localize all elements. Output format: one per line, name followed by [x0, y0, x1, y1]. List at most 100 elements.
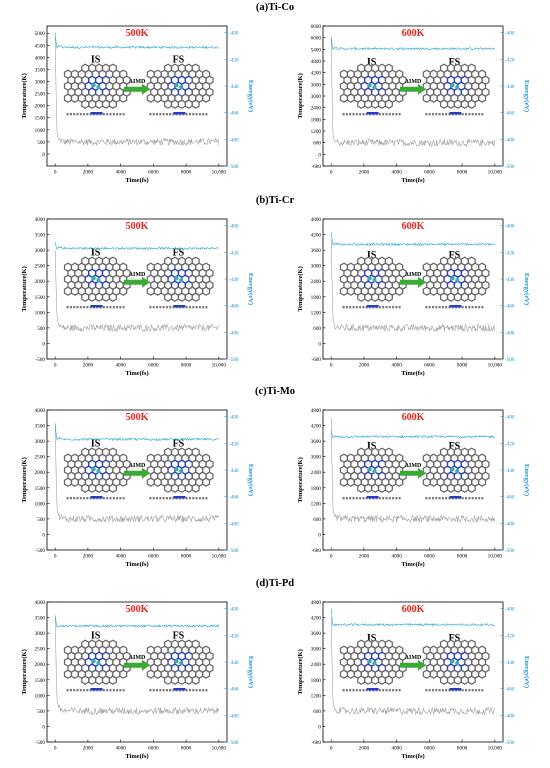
metal-atom — [367, 467, 372, 472]
lattice-ring — [460, 483, 469, 493]
lattice-ring — [170, 99, 180, 109]
y-tick-label: 3600 — [311, 631, 322, 637]
y-tick-label: 5400 — [311, 47, 322, 53]
lattice-ring — [163, 483, 173, 493]
lattice-ring — [119, 286, 128, 296]
y-axis-label: Temperature(K) — [21, 457, 28, 503]
plot-frame — [46, 218, 228, 360]
lattice-ring — [446, 675, 456, 685]
y2-axis-label: Energy(eV) — [247, 656, 254, 688]
lattice-ring — [184, 99, 193, 109]
y2-tick-label: -460 — [229, 495, 239, 501]
y2-axis-label: Energy(eV) — [523, 656, 530, 688]
temperature-series — [330, 37, 496, 148]
row-title: (c)Ti-Mo — [255, 386, 295, 397]
y-tick-label: 2400 — [311, 279, 322, 285]
fs-side-view — [148, 688, 209, 692]
arrow-label: AIMD — [129, 79, 146, 85]
structure-inset: IS FS AIMD — [63, 247, 214, 309]
lattice-ring — [439, 675, 449, 685]
is-structure — [339, 256, 407, 302]
row-title: (d)Ti-Pd — [256, 578, 294, 589]
x-tick-label: 8000 — [181, 554, 192, 560]
fs-side-view — [148, 111, 209, 116]
y-tick-label: 1500 — [35, 486, 46, 492]
metal-atom — [450, 276, 455, 281]
lattice-ring — [439, 483, 449, 493]
y2-tick-label: -460 — [229, 111, 239, 117]
lattice-ring — [467, 292, 476, 302]
lattice-ring — [191, 675, 200, 685]
x-tick-label: 0 — [54, 746, 57, 752]
lattice-ring — [364, 483, 373, 493]
structure-inset: IS FS AIMD — [339, 250, 490, 309]
y-tick-label: 1200 — [311, 693, 322, 699]
y-tick-label: 1500 — [35, 295, 46, 301]
lattice-ring — [467, 483, 476, 493]
x-tick-label: 10,000 — [212, 746, 227, 752]
y-tick-label: 500 — [37, 326, 45, 332]
inset-label-fs: FS — [173, 54, 185, 65]
temperature-series — [54, 425, 220, 524]
lattice-ring — [81, 292, 90, 302]
y2-axis-label: Energy(eV) — [523, 80, 530, 112]
lattice-ring — [395, 669, 404, 679]
chart-panel: 500K -500 0 500 1000 1500 2000 2500 3000 3500 4000… — [21, 600, 254, 760]
y-tick-label: 3000 — [311, 264, 322, 270]
y-tick-label: 2000 — [35, 104, 46, 110]
y2-tick-label: -400 — [229, 224, 239, 230]
lattice-ring — [422, 286, 431, 296]
y-tick-label: 2500 — [35, 264, 46, 270]
panel-title: 500K — [126, 604, 149, 615]
lattice-ring — [377, 675, 387, 685]
x-tick-label: 2000 — [83, 170, 94, 176]
is-structure — [339, 447, 407, 493]
is-structure — [63, 639, 131, 685]
y2-tick-label: -500 — [229, 548, 239, 554]
inset-label-is: IS — [91, 54, 101, 65]
lattice-ring — [108, 292, 117, 302]
plot-frame — [322, 601, 504, 743]
y2-tick-label: -500 — [505, 548, 515, 554]
lattice-ring — [119, 93, 128, 103]
energy-series — [330, 232, 495, 247]
lattice-ring — [170, 675, 180, 685]
y-tick-label: 2000 — [35, 470, 46, 476]
y-tick-label: 4000 — [35, 217, 46, 223]
y-tick-label: 2400 — [311, 662, 322, 668]
is-side-view — [341, 111, 402, 116]
y-tick-label: -600 — [311, 740, 321, 746]
is-side-view — [65, 688, 126, 692]
arrow-label: AIMD — [129, 272, 146, 278]
lattice-ring — [477, 669, 487, 679]
lattice-ring — [395, 477, 404, 487]
y2-tick-label: -400 — [505, 415, 515, 421]
fs-side-view — [148, 496, 209, 500]
arrow-label: AIMD — [405, 272, 422, 278]
lattice-ring — [108, 99, 117, 109]
y2-tick-label: -460 — [229, 304, 239, 310]
x-tick-label: 2000 — [83, 554, 94, 560]
lattice-ring — [63, 477, 73, 487]
lattice-ring — [108, 483, 117, 493]
lattice-ring — [439, 292, 449, 302]
x-tick-label: 8000 — [457, 554, 468, 560]
metal-atom — [91, 83, 96, 88]
metal-atom — [450, 659, 455, 664]
x-tick-label: 6000 — [148, 554, 159, 560]
lattice-ring — [384, 483, 393, 493]
y2-tick-label: -420 — [229, 250, 239, 256]
lattice-ring — [429, 669, 438, 679]
is-side-view — [65, 111, 126, 116]
lattice-ring — [146, 93, 155, 103]
lattice-ring — [364, 675, 373, 685]
row-title: (b)Ti-Cr — [256, 195, 295, 206]
y2-tick-label: -480 — [229, 137, 239, 143]
lattice-ring — [88, 292, 97, 302]
chart-panel: 600K -600 0 600 1200 1800 2400 3000 3600 4200 4800… — [297, 24, 530, 184]
y2-tick-label: -500 — [229, 357, 239, 363]
metal-atom — [450, 83, 455, 88]
x-tick-label: 2000 — [359, 363, 370, 369]
lattice-ring — [201, 669, 211, 679]
y-axis-label: Temperature(K) — [297, 649, 304, 695]
